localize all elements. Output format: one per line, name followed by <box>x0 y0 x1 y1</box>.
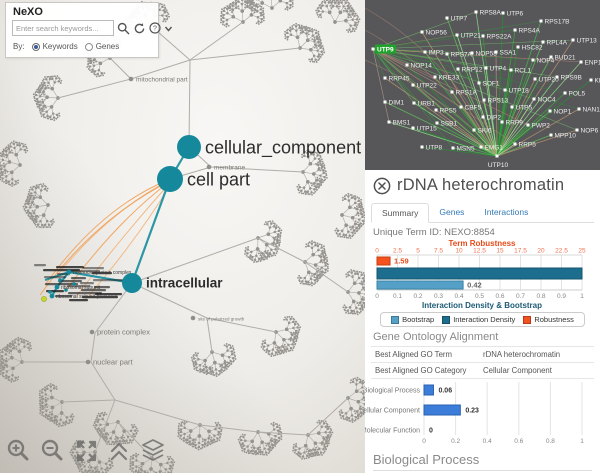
legend-item: Interaction Density <box>442 315 515 324</box>
section-divider <box>373 470 592 471</box>
by-label: By: <box>13 42 25 51</box>
app-title: NeXO <box>13 6 43 18</box>
tab-summary[interactable]: Summary <box>371 203 430 223</box>
details-tabs: Summary Genes Interactions <box>371 203 594 223</box>
zoom-in-button[interactable] <box>6 438 31 464</box>
legend-item: Robustness <box>523 315 574 324</box>
collapse-button[interactable] <box>108 438 130 464</box>
interaction-edges <box>365 7 592 157</box>
zoom-out-button[interactable] <box>40 438 65 464</box>
search-input[interactable] <box>12 20 114 36</box>
fit-to-screen-button[interactable] <box>74 438 99 464</box>
legend-item: Bootstrap <box>391 315 434 324</box>
legend-swatch <box>523 315 532 324</box>
chart-legend: Bootstrap Interaction Density Robustness <box>365 312 600 327</box>
ontology-edges <box>22 21 349 459</box>
radio-keywords-dot[interactable] <box>31 42 40 51</box>
section-heading: Biological Process <box>373 452 480 467</box>
close-icon[interactable] <box>373 177 391 195</box>
legend-swatch <box>442 315 451 324</box>
radio-genes-dot[interactable] <box>84 42 93 51</box>
unique-term-id: Unique Term ID: NEXO:8854 <box>373 227 495 238</box>
term-details-panel: rDNA heterochromatin Summary Genes Inter… <box>365 170 600 473</box>
term-title: rDNA heterochromatin <box>397 176 565 194</box>
canvas-toolbar <box>6 438 176 464</box>
refresh-icon[interactable] <box>133 22 146 35</box>
radio-genes[interactable]: Genes <box>84 42 119 51</box>
go-alignment-row: Best Aligned GO Term rDNA heterochromati… <box>371 346 594 362</box>
tab-interactions[interactable]: Interactions <box>484 207 529 217</box>
dense-label-cluster <box>34 264 124 302</box>
legend-swatch <box>391 315 400 324</box>
ontology-view[interactable]: mitochondrial part membrane protein comple… <box>0 0 365 473</box>
tab-genes[interactable]: Genes <box>439 207 465 217</box>
search-icon[interactable] <box>117 22 130 35</box>
help-icon[interactable]: ? <box>149 22 161 34</box>
layers-icon[interactable] <box>139 438 167 464</box>
chevron-down-icon[interactable] <box>164 24 173 33</box>
radio-keywords[interactable]: Keywords <box>31 42 78 51</box>
search-panel: NeXO ? By: Keywords Genes <box>5 2 173 58</box>
go-alignment-table: Best Aligned GO Term rDNA heterochromati… <box>371 346 594 379</box>
go-alignment-row: Best Aligned GO Category Cellular Compon… <box>371 362 594 379</box>
go-alignment-heading: Gene Ontology Alignment <box>373 331 499 343</box>
gene-subnetwork-panel[interactable]: UTP9 UTP7 RPS8A UTP6 RPS17B NOP56 UTP21 RPS22A R… <box>365 0 600 170</box>
